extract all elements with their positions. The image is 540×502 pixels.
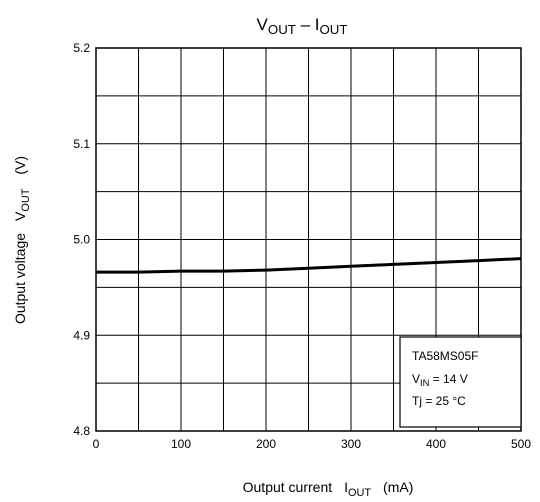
y-tick-label: 5.1 (73, 137, 90, 151)
x-tick-label: 200 (256, 437, 276, 451)
legend-box: TA58MS05F VIN = 14 V Tj = 25 °C (399, 336, 522, 428)
series-line (96, 257, 522, 274)
y-tick-label: 5.2 (73, 41, 90, 55)
grid-lines (96, 48, 521, 431)
legend-device: TA58MS05F (412, 349, 478, 363)
x-tick-label: 400 (426, 437, 446, 451)
x-tick-label: 300 (341, 437, 361, 451)
y-tick-label: 4.9 (73, 328, 90, 342)
x-tick-label: 100 (171, 437, 191, 451)
chart-title: VOUT – IOUT (257, 15, 348, 37)
plot-frame (95, 47, 522, 432)
x-tick-label: 500 (511, 437, 531, 451)
y-tick-labels: 4.8 4.9 5.0 5.1 5.2 (73, 41, 90, 438)
y-axis-label: Output voltageVOUT(V) (12, 156, 32, 324)
legend-frame (399, 336, 522, 428)
x-tick-labels: 0 100 200 300 400 500 (93, 437, 532, 451)
x-axis-label: Output current IOUT (mA) (243, 479, 414, 499)
legend-tj: Tj = 25 °C (412, 394, 466, 408)
y-tick-label: 4.8 (73, 424, 90, 438)
y-tick-label: 5.0 (73, 233, 90, 247)
x-tick-label: 0 (93, 437, 100, 451)
legend-vin: VIN = 14 V (412, 372, 468, 388)
